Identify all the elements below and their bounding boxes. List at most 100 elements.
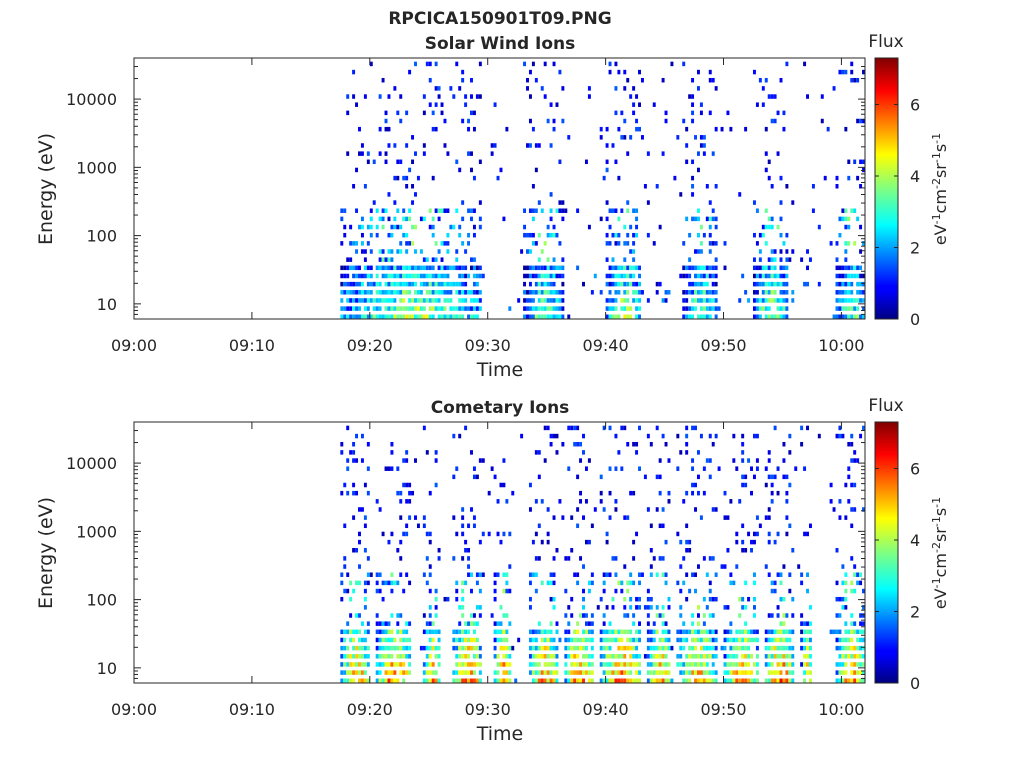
spectrogram-cell [352,265,356,271]
spectrogram-cell [587,654,591,659]
spectrogram-cell [744,670,748,675]
spectrogram-cell [856,290,860,295]
spectrogram-cell [472,273,476,279]
spectrogram-cell [360,458,364,463]
spectrogram-cell [735,678,739,683]
spectrogram-cell [688,588,692,594]
spectrogram-cell [658,637,662,643]
spectrogram-cell [646,645,650,651]
spectrogram-cell [464,621,468,626]
spectrogram-cell [570,645,574,651]
spectrogram-cell [428,102,432,107]
spectrogram-cell [806,654,809,659]
spectrogram-cell [543,61,547,67]
spectrogram-cell [658,556,662,561]
spectrogram-cell [779,273,783,279]
spectrogram-cell [623,135,627,140]
spectrogram-cell [360,637,364,643]
spectrogram-cell [856,629,860,635]
spectrogram-cell [694,572,697,577]
spectrogram-cell [729,637,733,643]
spectrogram-cell [576,265,580,271]
spectrogram-cell [422,314,426,319]
spectrogram-cell [405,273,409,279]
spectrogram-cell [349,224,353,230]
spectrogram-cell [399,499,403,504]
spectrogram-cell [384,580,388,586]
spectrogram-cell [431,621,435,626]
spectrogram-cell [714,637,718,643]
spectrogram-cell [399,572,403,577]
spectrogram-cell [850,678,854,683]
spectrogram-cell [396,273,400,279]
spectrogram-cell [546,531,550,537]
spectrogram-cell [811,208,815,213]
spectrogram-cell [358,507,361,512]
colorbar-tick-label: 6 [910,459,920,478]
spectrogram-cell [602,670,606,675]
spectrogram-cell [590,621,594,626]
spectrogram-cell [360,273,364,279]
spectrogram-cell [723,654,727,659]
spectrogram-cell [493,629,497,635]
spectrogram-cell [835,290,839,295]
spectrogram-cell [584,466,588,471]
spectrogram-cell [708,77,712,83]
spectrogram-cell [452,314,456,319]
spectrogram-cell [561,441,565,447]
spectrogram-cell [416,273,420,279]
spectrogram-cell [443,281,447,287]
spectrogram-cell [755,433,759,439]
spectrogram-cell [387,678,391,683]
spectrogram-cell [638,621,641,626]
spectrogram-cell [602,645,606,651]
spectrogram-cell [346,662,350,667]
spectrogram-cell [694,670,697,675]
spectrogram-cell [635,306,639,311]
spectrogram-cell [546,425,550,431]
spectrogram-cell [587,224,591,230]
spectrogram-cell [461,596,465,602]
spectrogram-cell [437,265,441,271]
spectrogram-cell [455,645,459,651]
spectrogram-cell [502,482,506,488]
x-tick-label: 09:30 [465,336,511,355]
spectrogram-cell [632,102,636,107]
spectrogram-cell [428,306,432,311]
spectrogram-cell [416,175,420,181]
spectrogram-cell [523,298,527,303]
spectrogram-cell [422,629,426,635]
spectrogram-cell [552,654,556,659]
spectrogram-cell [661,507,665,512]
spectrogram-cell [363,314,367,319]
spectrogram-cell [472,637,476,643]
spectrogram-cell [425,257,429,262]
spectrogram-cell [685,425,689,431]
spectrogram-cell [850,441,854,447]
spectrogram-cell [458,273,462,279]
spectrogram-cell [505,645,509,651]
spectrogram-cell [540,208,544,213]
spectrogram-cell [531,126,535,132]
spectrogram-cell [696,86,700,91]
spectrogram-cell [809,637,812,643]
panel-title: Cometary Ions [431,398,570,418]
spectrogram-cell [667,645,671,651]
spectrogram-cell [502,678,506,683]
spectrogram-cell [694,135,697,140]
spectrogram-cell [652,556,656,561]
spectrogram-cell [428,281,432,287]
spectrogram-cell [352,548,356,553]
spectrogram-cell [493,678,497,683]
spectrogram-cell [643,184,647,189]
spectrogram-cell [390,441,394,447]
spectrogram-cell [405,629,409,635]
spectrogram-cell [705,265,709,271]
spectrogram-cell [652,678,656,683]
spectrogram-cell [461,77,465,83]
spectrogram-cell [791,670,795,675]
spectrogram-cell [850,523,854,529]
spectrogram-cell [340,654,344,659]
spectrogram-cell [632,281,636,287]
spectrogram-cell [800,425,804,431]
